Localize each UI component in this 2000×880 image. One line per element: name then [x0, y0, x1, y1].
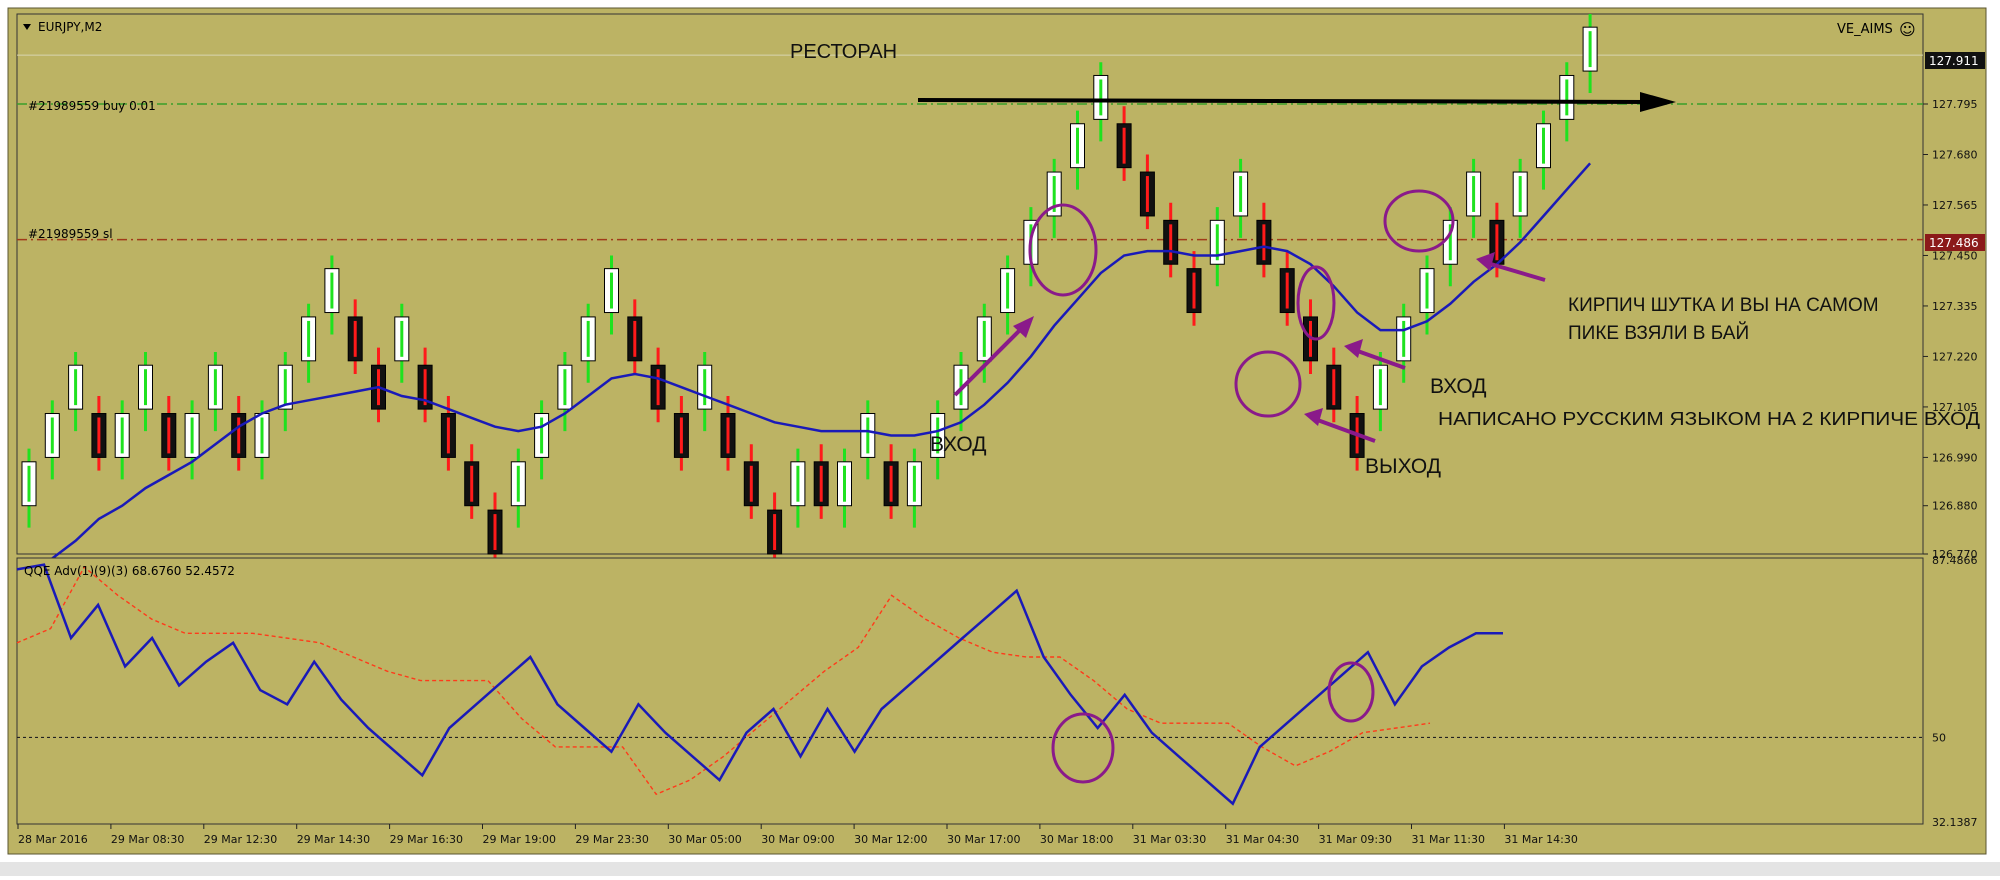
- resistance-arrow: [917, 98, 1661, 104]
- time-tick-label: 30 Mar 12:00: [854, 833, 927, 846]
- joke-text-line2: ПИКЕ ВЗЯЛИ В БАЙ: [1568, 322, 1749, 344]
- time-tick-label: 28 Mar 2016: [18, 833, 88, 846]
- oscillator-pane[interactable]: [16, 557, 1924, 825]
- price-tick-label: 127.335: [1932, 300, 1978, 313]
- order-lines: [17, 103, 1923, 241]
- renko-bricks: [21, 14, 1598, 568]
- price-tick-label: 126.770: [1932, 548, 1978, 561]
- entry-label-left: ВХОД: [930, 433, 987, 456]
- time-tick-label: 31 Mar 11:30: [1412, 833, 1485, 846]
- buy-order-label: #21989559 buy 0.01: [28, 99, 156, 113]
- oscillator-axis: 87.4866 50 32.1387: [17, 554, 1978, 829]
- time-tick-label: 29 Mar 12:30: [204, 833, 277, 846]
- osc-tick-label: 50: [1932, 731, 1946, 744]
- time-tick-label: 30 Mar 18:00: [1040, 833, 1113, 846]
- time-tick-label: 30 Mar 09:00: [761, 833, 834, 846]
- time-tick-label: 30 Mar 05:00: [668, 833, 741, 846]
- symbol-title: EURJPY,M2: [38, 20, 102, 34]
- joke-arrow: [1483, 260, 1546, 282]
- taskbar-strip: [0, 862, 2000, 876]
- time-tick-label: 29 Mar 08:30: [111, 833, 184, 846]
- sl-price-tag-text: 127.486: [1929, 236, 1979, 250]
- osc-tick-label: 87.4866: [1932, 554, 1978, 567]
- oscillator-signal-line: [16, 565, 1431, 796]
- entry-arrow-left: [953, 320, 1030, 397]
- restaurant-label: РЕСТОРАН: [790, 41, 897, 63]
- sl-order-label: #21989559 sl: [28, 227, 113, 241]
- time-axis: 28 Mar 2016 29 Mar 08:30 29 Mar 12:30 29 Ma…: [17, 824, 1578, 846]
- time-tick-label: 31 Mar 14:30: [1504, 833, 1577, 846]
- price-pane[interactable]: [16, 13, 1924, 555]
- price-tick-label: 127.220: [1932, 350, 1978, 363]
- price-axis: 127.795 127.680 127.565 127.450 127.335 127.2…: [17, 54, 1978, 561]
- sl-price-tag: [1925, 234, 1985, 251]
- price-tick-label: 127.565: [1932, 199, 1978, 212]
- osc-circle-left: [1051, 712, 1115, 784]
- circle-second-brick: [1296, 265, 1336, 341]
- price-tick-label: 126.880: [1932, 500, 1978, 513]
- price-tick-label: 127.105: [1932, 401, 1978, 414]
- time-tick-label: 29 Mar 19:00: [483, 833, 556, 846]
- price-tick-label: 126.990: [1932, 451, 1978, 464]
- smiley-icon[interactable]: ☺: [1899, 20, 1916, 39]
- indicator-name: VE_AIMS: [1837, 22, 1893, 37]
- time-tick-label: 31 Mar 04:30: [1226, 833, 1299, 846]
- entry-label-right: ВХОД: [1430, 375, 1487, 398]
- circle-peak-entry: [1028, 203, 1098, 297]
- exit-arrowhead-icon: [1304, 408, 1323, 426]
- written-note: НАПИСАНО РУССКИМ ЯЗЫКОМ НА 2 КИРПИЧЕ ВХО…: [1438, 409, 1980, 429]
- entry-arrow-right: [1351, 347, 1406, 370]
- exit-label: ВЫХОД: [1365, 455, 1441, 478]
- oscillator-main-line: [16, 563, 1503, 806]
- time-tick-label: 31 Mar 09:30: [1319, 833, 1392, 846]
- price-tick-label: 127.680: [1932, 148, 1978, 161]
- time-tick-label: 30 Mar 17:00: [947, 833, 1020, 846]
- entry-arrowhead-right-icon: [1344, 339, 1363, 358]
- annotations: РЕСТОРАН ВХОД ВЫХОД ВХОД КИРПИЧ ШУТКА И …: [790, 41, 1980, 784]
- time-tick-label: 29 Mar 23:30: [575, 833, 648, 846]
- time-tick-label: 29 Mar 14:30: [297, 833, 370, 846]
- time-tick-label: 31 Mar 03:30: [1133, 833, 1206, 846]
- osc-tick-label: 32.1387: [1932, 816, 1978, 829]
- time-tick-label: 29 Mar 16:30: [390, 833, 463, 846]
- entry-arrowhead-left-icon: [1013, 316, 1034, 338]
- circle-exit-brick: [1234, 350, 1302, 418]
- oscillator-title: QQE Adv(1)(9)(3) 68.6760 52.4572: [24, 564, 235, 578]
- joke-text-line1: КИРПИЧ ШУТКА И ВЫ НА САМОМ: [1568, 295, 1879, 316]
- circle-joke-brick: [1383, 189, 1455, 253]
- resistance-arrowhead-icon: [1640, 92, 1676, 112]
- price-tick-label: 127.450: [1932, 249, 1978, 262]
- collapse-triangle-icon[interactable]: [23, 24, 31, 30]
- osc-circle-right: [1327, 661, 1375, 723]
- current-price-tag: [1925, 52, 1985, 69]
- joke-arrowhead-icon: [1476, 252, 1495, 271]
- price-tick-label: 127.795: [1932, 98, 1978, 111]
- current-price-tag-text: 127.911: [1929, 54, 1979, 68]
- exit-arrow: [1311, 416, 1376, 443]
